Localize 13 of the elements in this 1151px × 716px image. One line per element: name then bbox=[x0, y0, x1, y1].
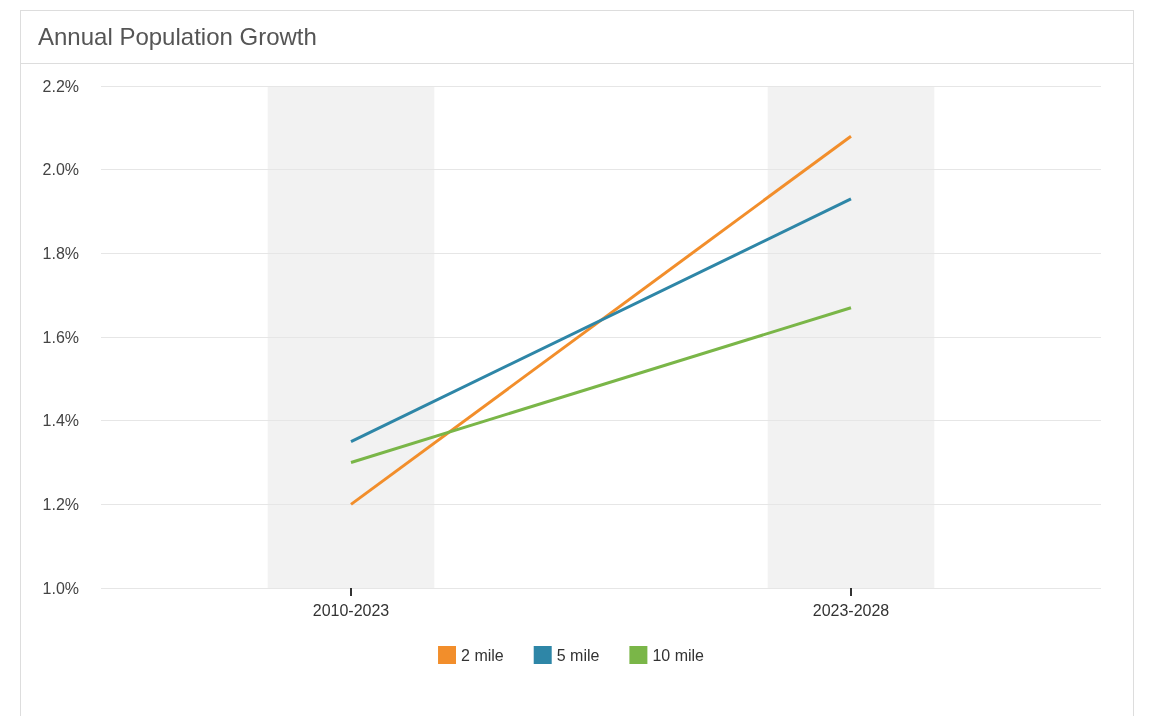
legend-label: 5 mile bbox=[556, 646, 600, 664]
legend-label: 10 mile bbox=[652, 646, 705, 664]
chart-title: Annual Population Growth bbox=[21, 11, 1133, 64]
y-tick-label: 1.6% bbox=[42, 328, 79, 346]
legend-label: 2 mile bbox=[461, 646, 504, 664]
y-tick-label: 1.2% bbox=[42, 495, 79, 513]
y-tick-label: 2.2% bbox=[42, 77, 79, 95]
y-tick-label: 1.0% bbox=[42, 579, 79, 597]
y-tick-label: 2.0% bbox=[42, 161, 79, 179]
y-tick-label: 1.8% bbox=[42, 244, 79, 262]
x-tick-label: 2023-2028 bbox=[812, 601, 890, 619]
y-tick-label: 1.4% bbox=[42, 412, 79, 430]
x-tick-label: 2010-2023 bbox=[312, 601, 390, 619]
